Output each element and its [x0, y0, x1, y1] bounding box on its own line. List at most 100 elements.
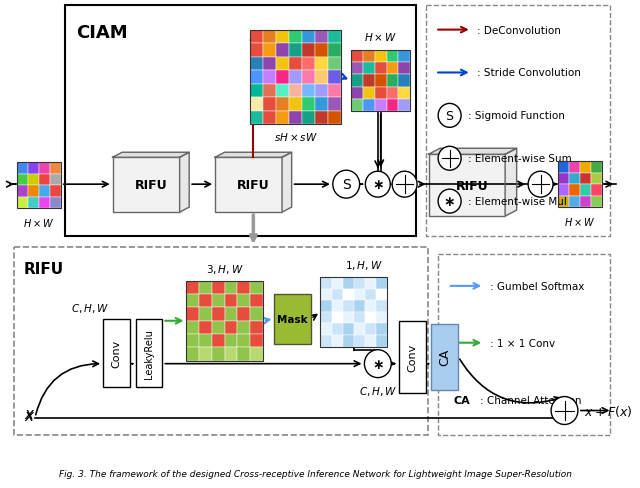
Bar: [275, 294, 311, 344]
Circle shape: [365, 172, 390, 198]
Bar: [215, 158, 282, 213]
Bar: [354, 277, 365, 289]
Bar: [276, 112, 289, 125]
Bar: [332, 277, 342, 289]
Bar: [250, 44, 264, 58]
Bar: [212, 295, 225, 308]
Text: RIFU: RIFU: [237, 179, 269, 192]
Bar: [365, 289, 376, 301]
Bar: [250, 308, 263, 321]
Bar: [399, 87, 410, 100]
Bar: [50, 197, 61, 209]
Bar: [17, 197, 28, 209]
Circle shape: [438, 147, 461, 171]
Bar: [363, 75, 375, 87]
Bar: [136, 319, 163, 387]
Bar: [250, 295, 263, 308]
Bar: [237, 295, 250, 308]
Bar: [303, 44, 316, 58]
Bar: [387, 87, 399, 100]
Bar: [186, 347, 199, 361]
Bar: [365, 335, 376, 347]
Bar: [199, 347, 212, 361]
Text: S: S: [445, 110, 454, 122]
Bar: [39, 197, 50, 209]
Bar: [351, 75, 363, 87]
Bar: [250, 58, 264, 71]
Bar: [113, 158, 180, 213]
Bar: [186, 334, 199, 347]
Bar: [103, 319, 130, 387]
Text: $H \times W$: $H \times W$: [23, 217, 54, 228]
Bar: [376, 324, 387, 335]
Bar: [387, 63, 399, 75]
Bar: [376, 335, 387, 347]
Bar: [316, 112, 328, 125]
Bar: [186, 295, 199, 308]
Bar: [289, 98, 303, 112]
Bar: [225, 308, 237, 321]
Bar: [365, 277, 376, 289]
Bar: [225, 321, 237, 334]
Bar: [264, 112, 276, 125]
Bar: [431, 324, 458, 390]
Bar: [365, 301, 376, 312]
Bar: [351, 87, 363, 100]
Bar: [276, 71, 289, 84]
Bar: [303, 98, 316, 112]
Bar: [321, 277, 332, 289]
Bar: [28, 186, 39, 197]
Text: ∗: ∗: [372, 357, 383, 371]
Text: RIFU: RIFU: [456, 179, 489, 192]
Polygon shape: [429, 149, 516, 155]
Bar: [250, 84, 264, 98]
Bar: [387, 75, 399, 87]
Circle shape: [333, 171, 360, 199]
Bar: [321, 335, 332, 347]
Text: $H \times W$: $H \times W$: [564, 216, 595, 227]
Bar: [328, 31, 341, 44]
Bar: [212, 321, 225, 334]
Bar: [276, 98, 289, 112]
Bar: [17, 163, 61, 209]
Text: Conv: Conv: [111, 339, 122, 367]
Circle shape: [364, 350, 391, 378]
Bar: [250, 334, 263, 347]
Bar: [363, 87, 375, 100]
Bar: [354, 289, 365, 301]
Bar: [365, 312, 376, 324]
Bar: [342, 324, 354, 335]
Bar: [558, 196, 569, 208]
Bar: [354, 312, 365, 324]
Text: : Gumbel Softmax: : Gumbel Softmax: [490, 281, 584, 291]
Bar: [354, 301, 365, 312]
Bar: [342, 289, 354, 301]
Bar: [316, 98, 328, 112]
Bar: [276, 31, 289, 44]
Bar: [580, 162, 591, 173]
Bar: [50, 174, 61, 186]
Bar: [50, 163, 61, 174]
Bar: [250, 281, 263, 295]
Bar: [237, 321, 250, 334]
Text: $C,H,W$: $C,H,W$: [358, 384, 397, 397]
Bar: [289, 84, 303, 98]
Bar: [17, 163, 28, 174]
Bar: [438, 254, 611, 436]
Circle shape: [528, 172, 553, 198]
Bar: [342, 277, 354, 289]
Text: : DeConvolution: : DeConvolution: [477, 25, 561, 36]
Text: ∗: ∗: [444, 195, 456, 209]
Bar: [250, 347, 263, 361]
Bar: [342, 312, 354, 324]
Bar: [199, 321, 212, 334]
Bar: [186, 321, 199, 334]
Bar: [328, 71, 341, 84]
Bar: [237, 347, 250, 361]
Text: : 1 × 1 Conv: : 1 × 1 Conv: [490, 338, 555, 348]
Bar: [14, 247, 428, 436]
Text: $3, H, W$: $3, H, W$: [206, 263, 243, 275]
Bar: [332, 335, 342, 347]
Bar: [558, 162, 602, 208]
Bar: [303, 112, 316, 125]
